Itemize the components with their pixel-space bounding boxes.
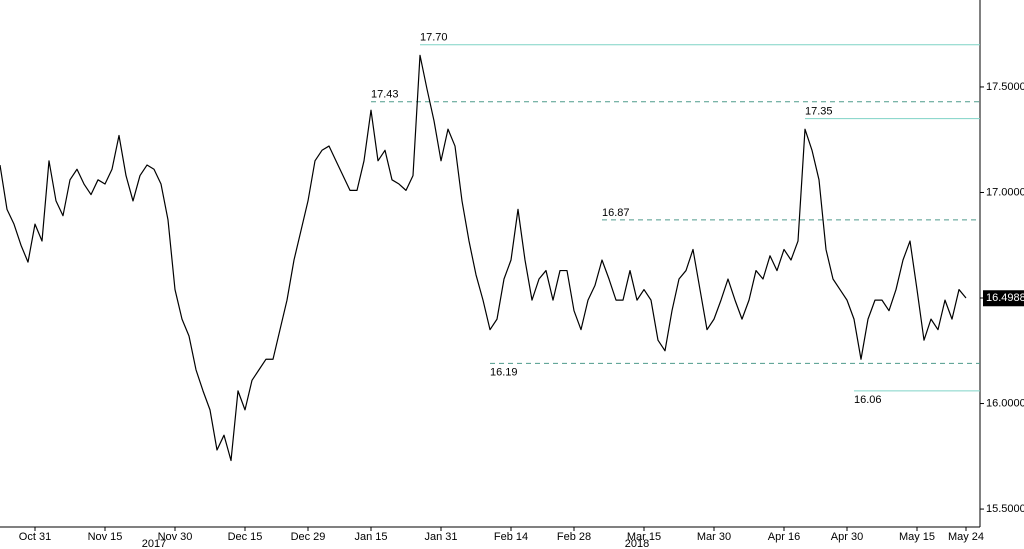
x-year-label: 2017: [142, 538, 166, 549]
level-label: 17.70: [420, 32, 448, 44]
last-value-box: [983, 290, 1024, 307]
x-year-label: 2018: [625, 538, 649, 549]
y-tick-label: 17.5000: [986, 81, 1024, 93]
x-tick-label: Nov 15: [88, 531, 123, 543]
x-tick-label: May 15: [899, 531, 935, 543]
x-tick-label: Nov 30: [158, 531, 193, 543]
y-tick-label: 16.0000: [986, 397, 1024, 409]
level-label: 16.87: [602, 207, 630, 219]
x-tick-label: Dec 29: [291, 531, 326, 543]
y-tick-label: 15.5000: [986, 503, 1024, 515]
y-tick-label: 17.0000: [986, 186, 1024, 198]
x-tick-label: Feb 14: [494, 531, 528, 543]
x-tick-label: Jan 15: [354, 531, 387, 543]
x-tick-label: May 24: [948, 531, 984, 543]
price-line: [0, 54, 967, 462]
x-tick-label: Apr 16: [768, 531, 800, 543]
x-tick-label: Jan 31: [424, 531, 457, 543]
x-tick-label: Mar 30: [697, 531, 731, 543]
x-tick-label: Dec 15: [228, 531, 263, 543]
level-label: 17.43: [371, 89, 399, 101]
x-tick-label: Feb 28: [557, 531, 591, 543]
level-label: 16.06: [854, 394, 882, 406]
level-label: 17.35: [805, 106, 833, 118]
x-tick-label: Oct 31: [19, 531, 51, 543]
x-tick-label: Apr 30: [831, 531, 863, 543]
x-tick-label: Mar 15: [627, 531, 661, 543]
last-value-label: 16.4988: [986, 292, 1024, 304]
level-label: 16.19: [490, 366, 518, 378]
